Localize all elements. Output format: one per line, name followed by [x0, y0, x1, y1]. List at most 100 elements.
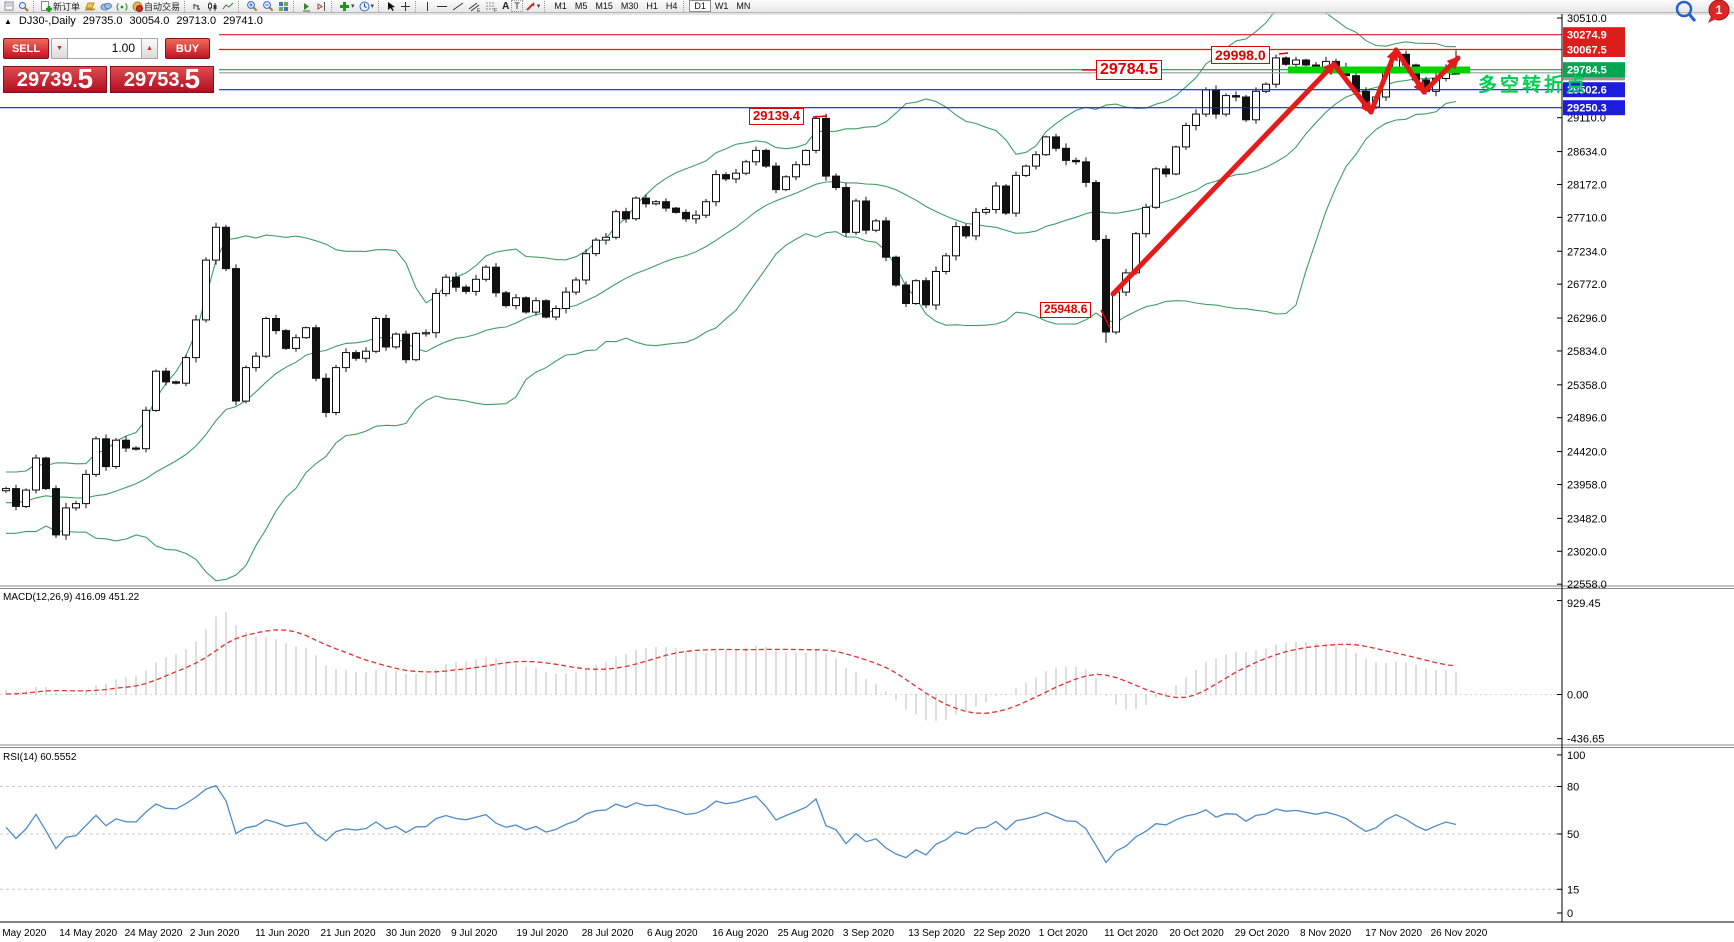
chart-shift-button[interactable] [314, 0, 329, 12]
candle-body [542, 300, 550, 318]
text-label-tool[interactable]: T [511, 0, 523, 12]
price-tick-label: 23482.0 [1567, 513, 1607, 525]
trend-arrow[interactable] [1421, 55, 1461, 95]
trend-arrow[interactable] [1331, 61, 1374, 115]
zoom-in-button[interactable] [244, 0, 260, 12]
timeframe-W1[interactable]: W1 [714, 1, 729, 11]
date-label[interactable]: 20 Oct 2020 [1169, 928, 1224, 939]
annotation-price-29139[interactable]: 29139.4 [749, 108, 804, 125]
signal-icon [116, 2, 128, 11]
candle-body [1292, 59, 1300, 65]
auto-scroll-button[interactable] [299, 0, 314, 12]
date-label[interactable]: 9 Jul 2020 [451, 928, 498, 939]
timeframe-H4[interactable]: H4 [665, 1, 678, 11]
date-label[interactable]: 8 Nov 2020 [1300, 928, 1352, 939]
annotation-connectors [812, 52, 1289, 329]
candle-body [222, 226, 230, 270]
periods-button[interactable]: ▾ [357, 0, 377, 12]
vertical-line-tool[interactable] [421, 0, 434, 12]
search-overlay-icon[interactable] [1675, 0, 1697, 22]
date-label[interactable]: 22 Sep 2020 [974, 928, 1031, 939]
date-label[interactable]: 28 Jul 2020 [582, 928, 634, 939]
volume-decrease-button[interactable]: ▼ [51, 38, 68, 59]
zoom-out-button[interactable] [260, 0, 276, 12]
zoom-out-icon [263, 1, 274, 12]
candles-layer [2, 50, 1460, 540]
pivot-green-segment[interactable] [1288, 66, 1470, 74]
auto-trading-button[interactable]: 自动交易 [130, 0, 182, 12]
date-label[interactable]: 14 May 2020 [59, 928, 117, 939]
buy-price-display[interactable]: 29753. 5 [110, 65, 214, 93]
date-label[interactable]: 16 Aug 2020 [712, 928, 769, 939]
auto-trading-icon [132, 1, 144, 12]
timeframe-M30[interactable]: M30 [620, 1, 639, 11]
volume-increase-button[interactable]: ▲ [141, 38, 158, 59]
signals-button[interactable] [114, 0, 130, 12]
date-label[interactable]: 1 Oct 2020 [1039, 928, 1088, 939]
crosshair-tool-button[interactable] [398, 0, 413, 12]
annotation-price-29784[interactable]: 29784.5 [1096, 60, 1162, 81]
candle-body [402, 333, 410, 361]
bar-chart-button[interactable] [190, 0, 205, 12]
annotation-price-25948[interactable]: 25948.6 [1040, 302, 1092, 318]
chart-window-icon[interactable] [2, 0, 16, 12]
pivot-point-text[interactable]: 多空转折点 [1478, 75, 1589, 96]
cursor-tool-button[interactable] [384, 0, 398, 12]
line-chart-button[interactable] [220, 0, 236, 12]
collapse-triangle-icon[interactable]: ▲ [4, 16, 12, 26]
trend-arrow[interactable] [1110, 61, 1337, 297]
annotation-price-29998[interactable]: 29998.0 [1211, 46, 1270, 65]
date-label[interactable]: 13 Sep 2020 [908, 928, 965, 939]
sell-button[interactable]: SELL [3, 38, 49, 59]
trend-arrow[interactable] [1368, 47, 1399, 115]
date-label[interactable]: 3 Sep 2020 [843, 928, 895, 939]
candle-body [1192, 113, 1200, 126]
candle-body [782, 176, 790, 191]
gold-button[interactable] [82, 0, 98, 12]
candle-body [882, 220, 890, 258]
candle-body [552, 308, 560, 318]
zoom-in-icon [247, 1, 258, 12]
date-label[interactable]: 5 May 2020 [0, 928, 47, 939]
date-label[interactable]: 11 Jun 2020 [255, 928, 310, 939]
indicators-button[interactable]: ▾ [337, 0, 357, 12]
date-label[interactable]: 6 Aug 2020 [647, 928, 698, 939]
date-label[interactable]: 21 Jun 2020 [321, 928, 376, 939]
candle-body [232, 268, 240, 402]
trend-arrow[interactable] [1393, 47, 1427, 95]
date-label[interactable]: 26 Nov 2020 [1431, 928, 1488, 939]
trendline-tool[interactable] [450, 0, 466, 12]
chat-notification-icon[interactable]: 1 [1708, 0, 1730, 23]
date-label[interactable]: 2 Jun 2020 [190, 928, 240, 939]
text-tool[interactable]: A [502, 0, 510, 12]
candle-body [362, 350, 370, 359]
new-order-button[interactable]: 新订单 [39, 0, 82, 12]
date-label[interactable]: 17 Nov 2020 [1365, 928, 1422, 939]
candle-body [1272, 57, 1280, 85]
timeframe-M5[interactable]: M5 [574, 1, 588, 11]
market-watch-button[interactable] [16, 0, 31, 12]
timeframe-M1[interactable]: M1 [554, 1, 567, 11]
volume-input[interactable]: 1.00 [67, 38, 142, 59]
channel-tool[interactable]: E [466, 0, 483, 12]
date-label[interactable]: 19 Jul 2020 [516, 928, 568, 939]
community-button[interactable] [98, 0, 114, 12]
timeframe-H1[interactable]: H1 [646, 1, 658, 11]
date-label[interactable]: 11 Oct 2020 [1104, 928, 1158, 939]
buy-button[interactable]: BUY [165, 38, 210, 59]
date-label[interactable]: 29 Oct 2020 [1235, 928, 1290, 939]
fibonacci-tool[interactable]: F [483, 0, 500, 12]
timeframe-MN[interactable]: MN [736, 1, 751, 11]
timeframe-D1[interactable]: D1 [689, 0, 711, 12]
date-label[interactable]: 24 May 2020 [125, 928, 183, 939]
horizontal-line-tool[interactable] [434, 0, 450, 12]
candlestick-chart-button[interactable] [205, 0, 220, 12]
tile-windows-button[interactable] [276, 0, 291, 12]
timeframe-M15[interactable]: M15 [595, 1, 613, 11]
date-label[interactable]: 30 Jun 2020 [386, 928, 441, 939]
candle-body [892, 256, 900, 286]
sell-price-display[interactable]: 29739. 5 [3, 65, 107, 93]
arrows-tool[interactable]: ▾ [523, 0, 543, 12]
date-label[interactable]: 25 Aug 2020 [778, 928, 835, 939]
